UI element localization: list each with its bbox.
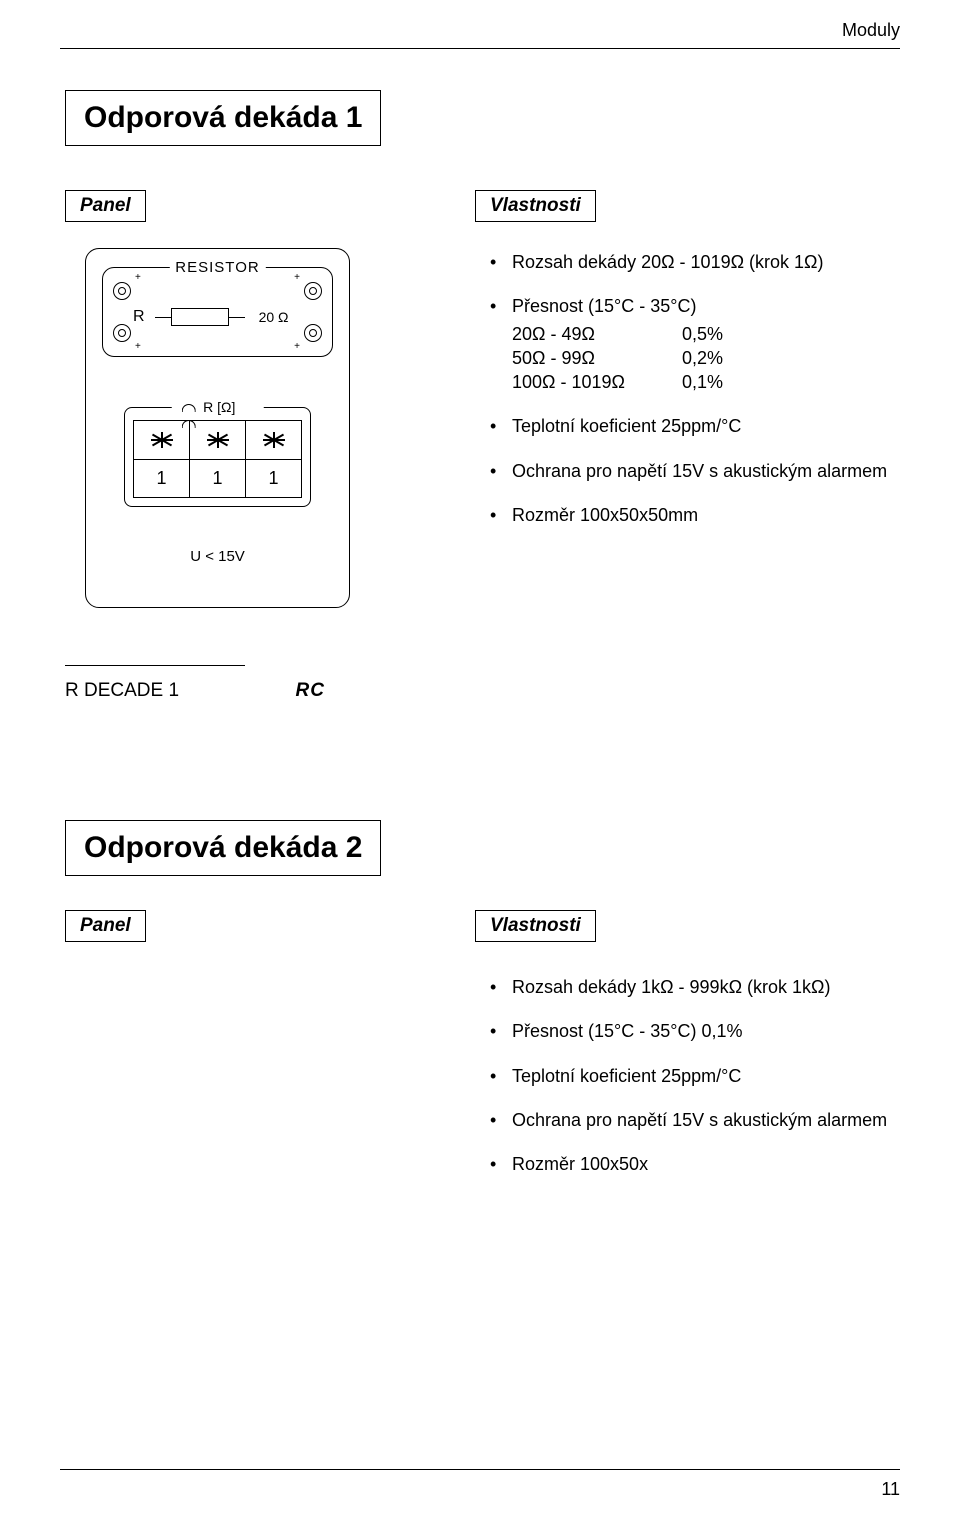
precision-table: 20Ω - 49Ω 0,5% 50Ω - 99Ω 0,2% 100Ω - 101…: [512, 322, 890, 395]
precision-val: 0,1%: [682, 370, 752, 394]
bullet-size-1: Rozměr 100x50x50mm: [490, 503, 890, 527]
resistor-r-label: R: [133, 308, 145, 326]
bcd-cell: 1: [246, 460, 301, 498]
bullet-precision-1: Přesnost (15°C - 35°C) 20Ω - 49Ω 0,5% 50…: [490, 294, 890, 394]
resistor-value: 20 Ω: [259, 309, 289, 325]
vlastnosti-label-1: Vlastnosti: [475, 190, 596, 222]
properties-list-2: Rozsah dekády 1kΩ - 999kΩ (krok 1kΩ) Pře…: [490, 975, 890, 1196]
section-1-title-wrap: Odporová dekáda 1: [65, 90, 381, 146]
resistor-group: RESISTOR + + + + R 20 Ω: [102, 267, 333, 357]
wire-icon: [155, 317, 171, 318]
section-2-title: Odporová dekáda 2: [65, 820, 381, 876]
section-1-title: Odporová dekáda 1: [65, 90, 381, 146]
polarity-plus: +: [135, 272, 141, 283]
bcd-cell: [134, 421, 190, 459]
precision-row: 100Ω - 1019Ω 0,1%: [512, 370, 890, 394]
precision-val: 0,2%: [682, 346, 752, 370]
resistor-legend: RESISTOR: [169, 259, 265, 276]
bullet-range-2: Rozsah dekády 1kΩ - 999kΩ (krok 1kΩ): [490, 975, 890, 999]
vlastnosti-label-1-text: Vlastnosti: [475, 190, 596, 222]
bcd-switch-icon: [263, 432, 285, 448]
vlastnosti-label-2: Vlastnosti: [475, 910, 596, 942]
polarity-plus: +: [294, 272, 300, 283]
page-number: 11: [881, 1479, 900, 1500]
panel-label-2-text: Panel: [65, 910, 146, 942]
display-legend-text: R [Ω]: [203, 399, 235, 415]
bullet-tempco-2: Teplotní koeficient 25ppm/°C: [490, 1064, 890, 1088]
precision-range: 50Ω - 99Ω: [512, 346, 682, 370]
wire-icon: [229, 317, 245, 318]
bullet-size-2: Rozměr 100x50x: [490, 1152, 890, 1176]
model-name: R DECADE 1: [65, 680, 179, 702]
properties-list-1: Rozsah dekády 20Ω - 1019Ω (krok 1Ω) Přes…: [490, 250, 890, 547]
model-rule: [65, 665, 245, 666]
precision-row: 50Ω - 99Ω 0,2%: [512, 346, 890, 370]
bcd-row: [134, 421, 301, 460]
module-panel-diagram: RESISTOR + + + + R 20 Ω R [Ω]: [85, 248, 350, 608]
precision-title-1: Přesnost (15°C - 35°C): [512, 296, 696, 316]
panel-label-1: Panel: [65, 190, 146, 222]
bcd-cell: [190, 421, 246, 459]
bcd-row: 1 1 1: [134, 460, 301, 498]
vlastnosti-label-2-text: Vlastnosti: [475, 910, 596, 942]
display-group: R [Ω] 1 1 1: [124, 407, 311, 507]
model-code: RC: [296, 680, 325, 702]
precision-range: 100Ω - 1019Ω: [512, 370, 682, 394]
terminal-icon: [113, 324, 131, 342]
bcd-digit: 1: [212, 468, 222, 489]
bcd-switch-grid: 1 1 1: [133, 420, 302, 498]
terminal-icon: [304, 282, 322, 300]
bcd-digit: 1: [268, 468, 278, 489]
bullet-tempco-1: Teplotní koeficient 25ppm/°C: [490, 414, 890, 438]
bcd-digit: 1: [156, 468, 166, 489]
bcd-switch-icon: [151, 432, 173, 448]
model-row-1: R DECADE 1 RC: [65, 680, 325, 702]
header-rule: [60, 48, 900, 49]
bcd-switch-icon: [207, 432, 229, 448]
resistor-row: R 20 Ω: [133, 306, 302, 328]
header-category: Moduly: [842, 20, 900, 41]
bcd-cell: 1: [190, 460, 246, 498]
bullet-protection-1: Ochrana pro napětí 15V s akustickým alar…: [490, 459, 890, 483]
panel-label-1-text: Panel: [65, 190, 146, 222]
voltage-label: U < 15V: [86, 548, 349, 565]
terminal-icon: [113, 282, 131, 300]
bcd-cell: 1: [134, 460, 190, 498]
footer-rule: [60, 1469, 900, 1470]
polarity-plus: +: [294, 341, 300, 352]
precision-val: 0,5%: [682, 322, 752, 346]
terminal-icon: [304, 324, 322, 342]
section-2-title-wrap: Odporová dekáda 2: [65, 820, 381, 876]
bullet-precision-2: Přesnost (15°C - 35°C) 0,1%: [490, 1019, 890, 1043]
resistor-symbol-icon: [171, 308, 229, 326]
bcd-cell: [246, 421, 301, 459]
arc-icon: [181, 404, 195, 412]
bullet-protection-2: Ochrana pro napětí 15V s akustickým alar…: [490, 1108, 890, 1132]
precision-row: 20Ω - 49Ω 0,5%: [512, 322, 890, 346]
polarity-plus: +: [135, 341, 141, 352]
bullet-range-1: Rozsah dekády 20Ω - 1019Ω (krok 1Ω): [490, 250, 890, 274]
precision-range: 20Ω - 49Ω: [512, 322, 682, 346]
panel-label-2: Panel: [65, 910, 146, 942]
